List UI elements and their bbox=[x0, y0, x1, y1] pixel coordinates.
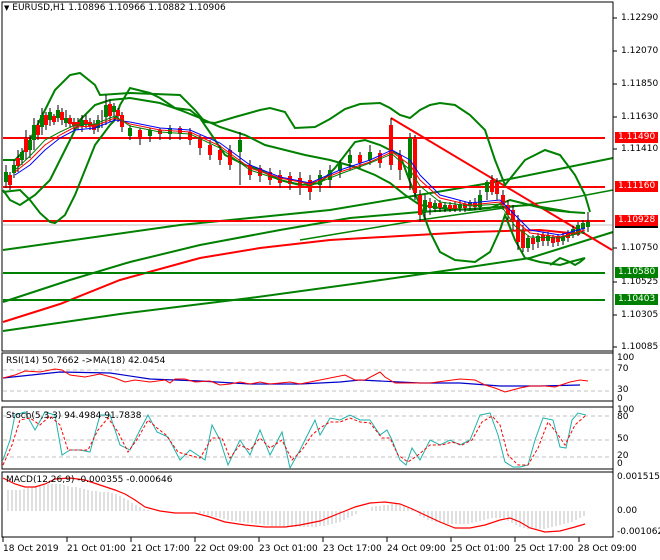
price-tick: 1.10085 bbox=[621, 342, 659, 352]
price-tick: 1.11410 bbox=[621, 144, 659, 154]
price-tick: 1.10525 bbox=[621, 277, 659, 287]
main-price-panel[interactable] bbox=[1, 1, 614, 352]
macd-tick: 0.001515 bbox=[617, 472, 660, 482]
price-tick: 1.12290 bbox=[621, 13, 659, 23]
rsi-title: RSI(14) 50.7662 ->MA(18) 42.0454 bbox=[6, 356, 166, 366]
time-label: 28 Oct 09:00 bbox=[578, 544, 637, 554]
stoch-main-line bbox=[2, 411, 587, 470]
rsi-tick: 30 bbox=[617, 385, 629, 395]
macd-tick: 0.00 bbox=[617, 506, 638, 516]
time-label: 21 Oct 01:00 bbox=[67, 544, 126, 554]
rsi-tick: 70 bbox=[617, 364, 629, 374]
rsi-panel[interactable] bbox=[1, 352, 614, 402]
ascending-trendlines[interactable] bbox=[2, 157, 614, 332]
stoch-tick: 50 bbox=[617, 434, 629, 444]
time-label: 18 Oct 2019 bbox=[3, 544, 59, 554]
time-label: 25 Oct 17:00 bbox=[515, 544, 574, 554]
time-label: 23 Oct 17:00 bbox=[323, 544, 382, 554]
stoch-tick: 80 bbox=[617, 412, 629, 422]
time-label: 22 Oct 09:00 bbox=[195, 544, 254, 554]
descending-trendline[interactable] bbox=[390, 117, 613, 251]
macd-panel[interactable] bbox=[1, 471, 614, 538]
macd-histogram bbox=[7, 484, 585, 529]
price-tick: 1.12070 bbox=[621, 46, 659, 56]
stoch-tick: 100 bbox=[617, 405, 635, 415]
price-tag-support-2: 1.10403 bbox=[615, 294, 659, 305]
stoch-tick: 0 bbox=[617, 459, 623, 469]
price-tag-resistance-2: 1.11160 bbox=[615, 181, 659, 192]
chart-title: ▼ EURUSD,H1 1.10896 1.10966 1.10882 1.10… bbox=[4, 3, 226, 14]
macd-tick: -0.001062 bbox=[617, 527, 660, 537]
collapse-triangle-icon[interactable]: ▼ bbox=[4, 4, 10, 12]
price-tick: 1.10305 bbox=[621, 310, 659, 320]
rsi-tick: 100 bbox=[617, 353, 635, 363]
time-label: 21 Oct 17:00 bbox=[131, 544, 190, 554]
price-tick: 1.11630 bbox=[621, 112, 659, 122]
long-ma-line bbox=[2, 228, 581, 323]
price-tag-resistance-1: 1.11490 bbox=[615, 132, 659, 143]
time-label: 23 Oct 01:00 bbox=[259, 544, 318, 554]
time-label: 25 Oct 01:00 bbox=[451, 544, 510, 554]
candlesticks bbox=[4, 95, 590, 252]
rsi-line bbox=[2, 368, 589, 393]
macd-title: MACD(12,26,9) -0.000355 -0.000646 bbox=[6, 475, 173, 485]
stoch-signal-line bbox=[2, 415, 586, 466]
rsi-tick: 0 bbox=[617, 394, 623, 404]
chart-title-text: EURUSD,H1 1.10896 1.10966 1.10882 1.1090… bbox=[12, 3, 226, 13]
stoch-title: Stoch(5,3,3) 94.4984 91.7838 bbox=[6, 411, 142, 421]
price-tag-support-1: 1.10580 bbox=[615, 267, 659, 278]
stoch-panel[interactable] bbox=[1, 406, 614, 470]
stoch-tick: 20 bbox=[617, 451, 629, 461]
price-tag-resistance-3: 1.10928 bbox=[615, 215, 659, 228]
macd-signal-line bbox=[2, 477, 586, 533]
moving-averages bbox=[14, 115, 586, 239]
time-label: 24 Oct 09:00 bbox=[387, 544, 446, 554]
price-tick: 1.11850 bbox=[621, 79, 659, 89]
price-tick: 1.10750 bbox=[621, 243, 659, 253]
